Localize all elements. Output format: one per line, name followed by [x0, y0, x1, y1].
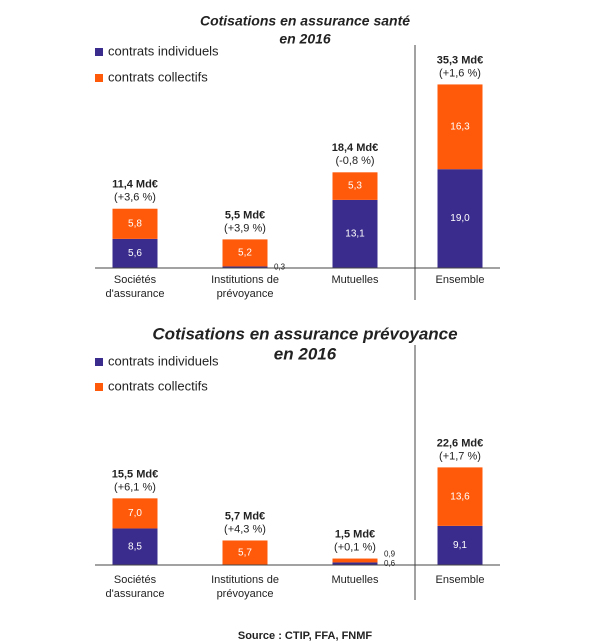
total-label: 1,5 Md€	[335, 528, 375, 540]
x-tick-label: Institutions de	[211, 574, 279, 586]
change-label: (+1,6 %)	[439, 67, 481, 79]
total-label: 11,4 Md€	[112, 179, 158, 191]
value-label: 5,6	[128, 248, 142, 259]
value-label: 0,3	[274, 262, 286, 271]
value-label: 16,3	[450, 121, 470, 132]
legend-swatch	[95, 48, 103, 56]
legend-swatch	[95, 74, 103, 82]
change-label: (+3,6 %)	[114, 192, 156, 204]
value-label: 8,5	[128, 541, 142, 552]
x-tick-label: Ensemble	[436, 274, 485, 286]
legend-swatch	[95, 358, 103, 366]
bar-segment	[112, 208, 158, 239]
bar-segment	[222, 239, 268, 267]
bar-segment	[332, 172, 378, 200]
x-tick-label: Institutions de	[211, 274, 279, 286]
value-label: 13,1	[345, 229, 365, 240]
value-label: 19,0	[450, 213, 470, 224]
chart-title: Cotisations en assurance prévoyance	[152, 324, 457, 343]
bar-segment	[222, 266, 268, 268]
legend-label: contrats individuels	[108, 43, 219, 58]
value-label: 5,8	[128, 218, 142, 229]
chart-title: en 2016	[274, 344, 337, 363]
change-label: (+4,3 %)	[224, 523, 266, 535]
value-label: 5,2	[238, 248, 252, 259]
change-label: (+0,1 %)	[334, 541, 376, 553]
bar-segment	[332, 558, 378, 563]
x-tick-label: Sociétés	[114, 574, 157, 586]
bar-segment	[437, 525, 483, 565]
legend-swatch	[95, 383, 103, 391]
value-label: 0,6	[384, 559, 396, 568]
legend-label: contrats collectifs	[108, 378, 208, 393]
x-tick-label: d'assurance	[106, 588, 165, 600]
chart-title: Cotisations en assurance santé	[200, 13, 410, 29]
chart-title: en 2016	[279, 31, 331, 47]
x-tick-label: Mutuelles	[331, 574, 379, 586]
bar-segment	[112, 498, 158, 529]
source: Source : CTIP, FFA, FNMF	[238, 630, 373, 642]
change-label: (+3,9 %)	[224, 222, 266, 234]
x-tick-label: Sociétés	[114, 274, 157, 286]
total-label: 5,5 Md€	[225, 209, 265, 221]
change-label: (-0,8 %)	[335, 155, 374, 167]
x-tick-label: prévoyance	[217, 588, 274, 600]
bar-segment	[222, 540, 268, 565]
bar-segment	[332, 199, 378, 268]
total-label: 15,5 Md€	[112, 468, 158, 480]
value-label: 9,1	[453, 540, 467, 551]
change-label: (+1,7 %)	[439, 450, 481, 462]
value-label: 5,7	[238, 547, 252, 558]
x-tick-label: prévoyance	[217, 288, 274, 300]
x-tick-label: Ensemble	[436, 574, 485, 586]
total-label: 22,6 Md€	[437, 437, 483, 449]
value-label: 13,6	[450, 491, 470, 502]
bar-segment	[112, 238, 158, 268]
bar-segment	[437, 169, 483, 268]
bar-segment	[437, 467, 483, 526]
change-label: (+6,1 %)	[114, 481, 156, 493]
value-label: 5,3	[348, 181, 362, 192]
bar-segment	[332, 562, 378, 565]
value-label: 7,0	[128, 508, 142, 519]
x-tick-label: Mutuelles	[331, 274, 379, 286]
bar-segment	[112, 528, 158, 565]
total-label: 18,4 Md€	[332, 142, 378, 154]
legend-label: contrats collectifs	[108, 69, 208, 84]
x-tick-label: d'assurance	[106, 288, 165, 300]
total-label: 5,7 Md€	[225, 510, 265, 522]
bar-segment	[437, 84, 483, 170]
legend-label: contrats individuels	[108, 353, 219, 368]
value-label: 0,9	[384, 550, 396, 559]
total-label: 35,3 Md€	[437, 54, 483, 66]
